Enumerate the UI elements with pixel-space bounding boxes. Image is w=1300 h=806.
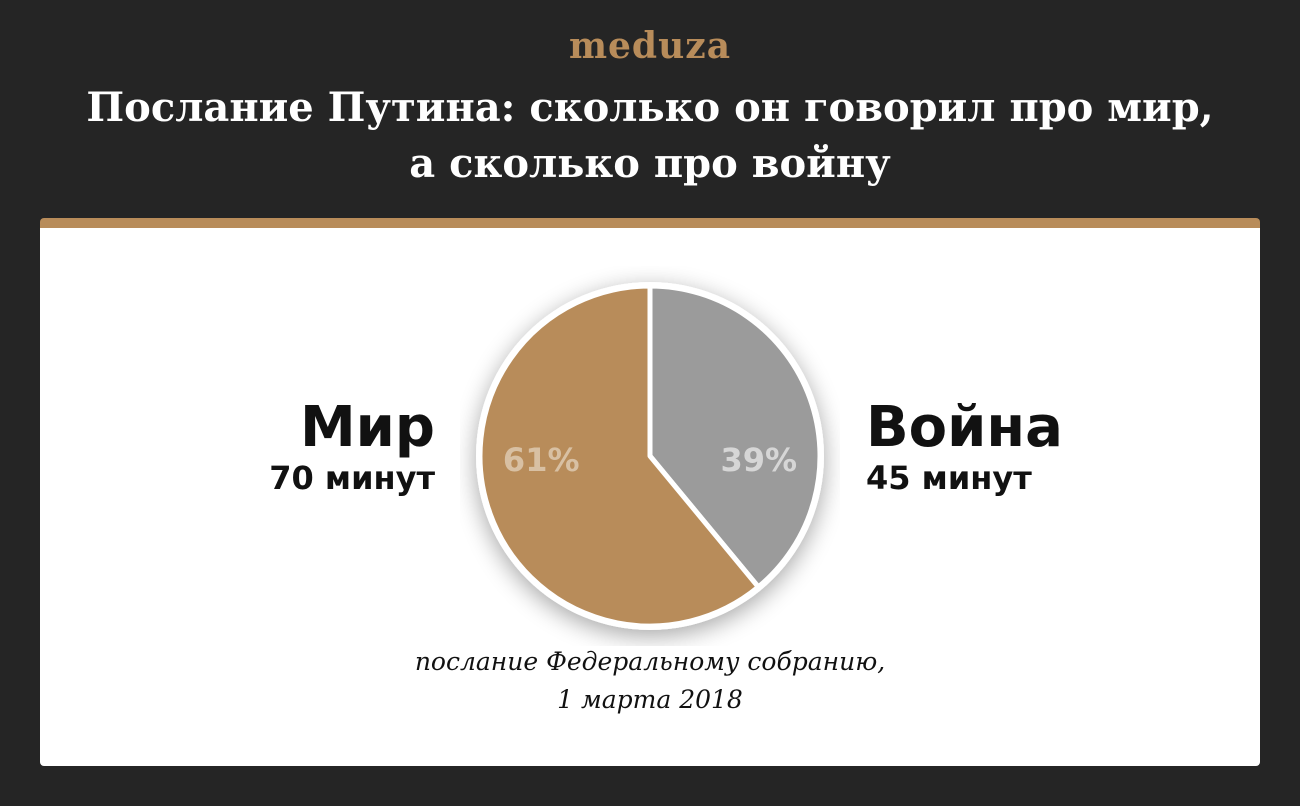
chart-caption: послание Федеральному собранию, 1 марта … (40, 643, 1260, 719)
pie-slice-peace (477, 283, 761, 629)
chart-card: Мир 70 минут 39% 61% Война 45 минут посла… (40, 218, 1260, 766)
caption-line-2: 1 марта 2018 (557, 685, 743, 714)
pie-chart: 39% 61% (476, 282, 824, 630)
page-title: Послание Путина: сколько он говорил про … (0, 80, 1300, 192)
war-label-block: Война 45 минут (866, 398, 1063, 498)
pie-chart-container: 39% 61% (460, 266, 840, 646)
caption-line-1: послание Федеральному собранию, (414, 647, 886, 676)
title-line-1: Послание Путина: сколько он говорил про … (86, 84, 1214, 131)
meduza-logo: meduza (568, 25, 732, 67)
war-name-label: Война (866, 395, 1063, 460)
pie-label-peace: 61% (503, 441, 580, 479)
title-line-2: а сколько про войну (409, 140, 891, 187)
peace-label-block: Мир 70 минут (269, 398, 435, 498)
war-minutes-label: 45 минут (866, 459, 1032, 497)
peace-name-label: Мир (299, 395, 435, 460)
pie-slice-war (647, 283, 823, 590)
pie-label-war: 39% (720, 441, 797, 479)
peace-minutes-label: 70 минут (269, 459, 435, 497)
